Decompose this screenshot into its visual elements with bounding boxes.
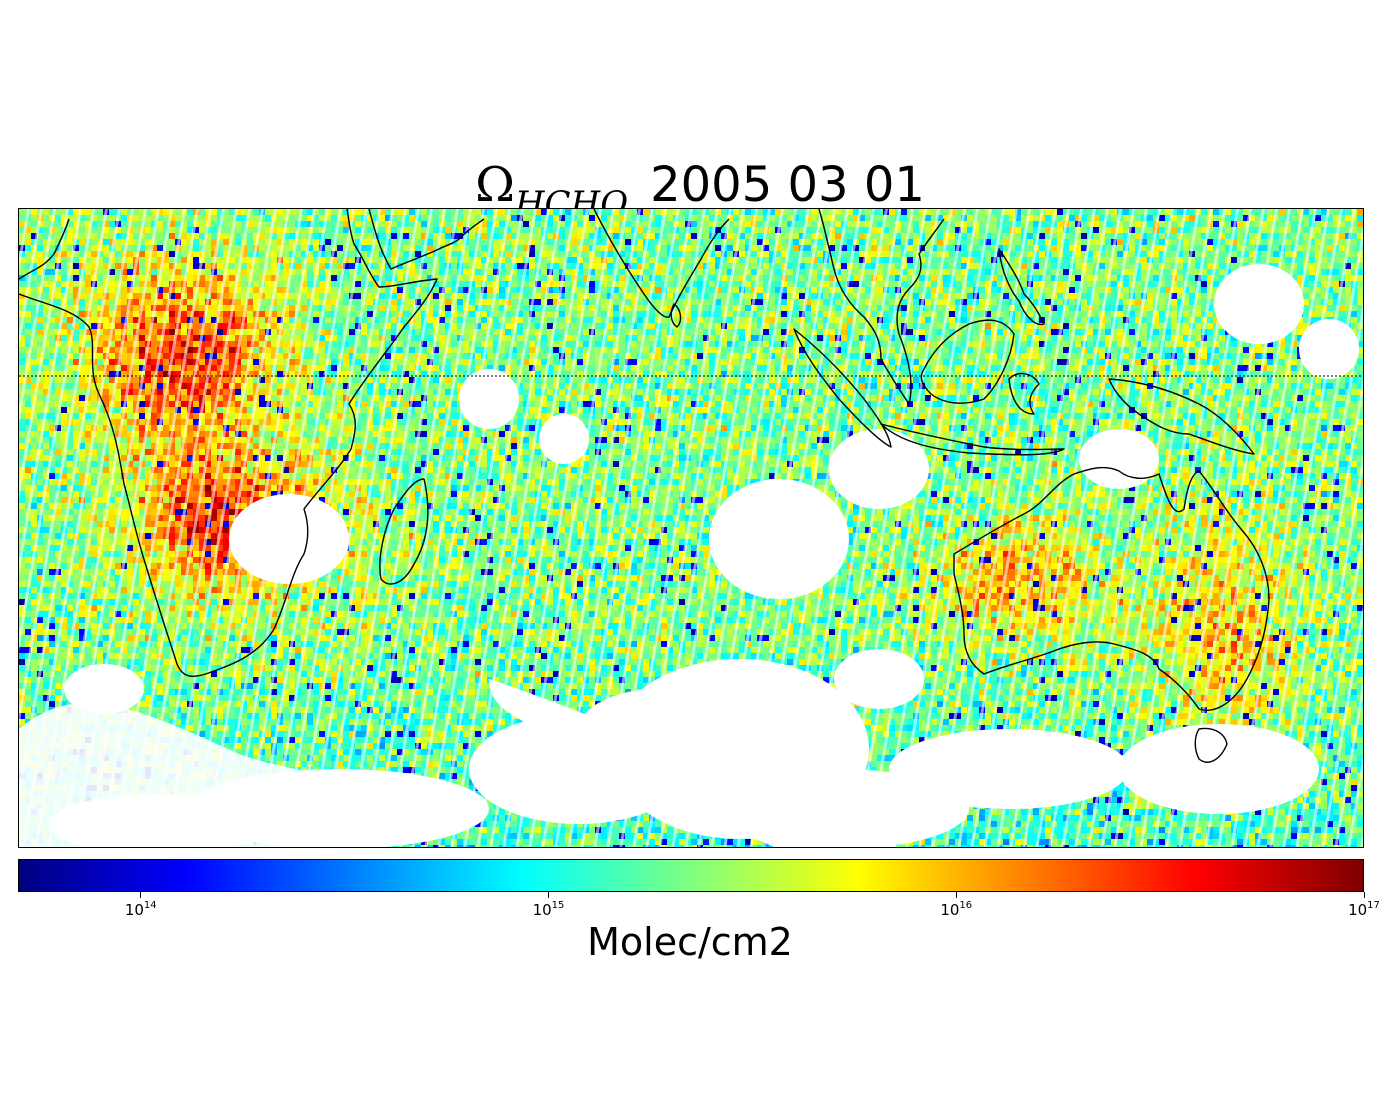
cloud-gap-layer <box>19 264 1359 847</box>
coast-java <box>880 423 1065 456</box>
colorbar-label: Molec/cm2 <box>0 918 1380 966</box>
colorbar-tick-label: 1015 <box>533 898 565 918</box>
colorbar-tick <box>1363 892 1365 898</box>
coastline-layer <box>19 209 1270 763</box>
coast-borneo <box>920 319 1015 404</box>
coast-srilanka <box>670 303 682 328</box>
coast-tasmania <box>1194 727 1228 763</box>
colorbar-tick-label: 1017 <box>1348 898 1380 918</box>
coast-india <box>593 209 730 318</box>
colorbar-tick <box>955 892 957 898</box>
colorbar-tick <box>140 892 142 898</box>
colorbar-tick <box>547 892 549 898</box>
map-title: ΩHCHO 2005 03 01 <box>0 155 1400 224</box>
title-date: 2005 03 01 <box>650 157 925 213</box>
coast-sumatra <box>793 328 892 448</box>
coast-arabia <box>368 209 485 270</box>
colorbar-tick-label: 1016 <box>940 898 972 918</box>
coast-seasia <box>818 209 945 405</box>
map-canvas <box>19 209 1363 847</box>
map-frame <box>18 208 1364 848</box>
colorbar-tick-label: 1014 <box>125 898 157 918</box>
coast-africa <box>19 209 438 677</box>
coast-philippines <box>998 248 1045 326</box>
coast-madagascar <box>379 478 429 585</box>
title-symbol: Ω <box>475 157 515 213</box>
coast-africa-north <box>19 218 70 280</box>
coast-sulawesi <box>1008 372 1040 415</box>
coast-australia <box>953 466 1270 711</box>
coast-newguinea <box>1108 378 1255 455</box>
colorbar-gradient <box>19 860 1363 891</box>
colorbar <box>18 859 1364 892</box>
